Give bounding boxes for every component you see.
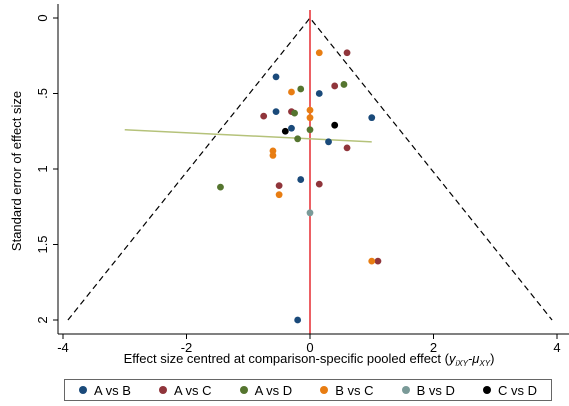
point-b-vs-c: [306, 106, 314, 114]
point-a-vs-d: [291, 109, 298, 117]
point-a-vs-d: [340, 81, 348, 88]
y-tick-label: .5: [35, 88, 50, 99]
point-c-vs-d: [281, 127, 289, 135]
legend-label-c-vs-d: C vs D: [497, 382, 537, 398]
x-tick-label: 0: [306, 340, 313, 355]
y-tick-label: 0: [35, 14, 50, 21]
point-a-vs-c: [343, 49, 351, 57]
point-a-vs-b: [315, 90, 323, 97]
x-tick-label: 2: [430, 340, 437, 355]
legend-item-a-vs-b: A vs B: [79, 383, 131, 398]
funnel-boundary: [67, 17, 553, 321]
point-a-vs-c: [343, 144, 351, 152]
point-a-vs-d: [217, 183, 224, 191]
y-tick-label: 2: [35, 316, 50, 323]
legend-marker-c-vs-d: [482, 386, 491, 394]
legend-label-a-vs-c: A vs C: [173, 382, 212, 398]
point-a-vs-b: [272, 108, 280, 116]
point-b-vs-c: [288, 88, 295, 96]
point-b-vs-c: [315, 49, 323, 57]
point-a-vs-b: [272, 73, 280, 81]
point-a-vs-d: [306, 126, 314, 134]
x-axis-label-mid: -μ: [468, 351, 479, 366]
axes-layer: -4 -2 0 2 4 0 .5 1 1.5 2: [35, 4, 569, 355]
point-a-vs-b: [368, 114, 376, 122]
point-b-vs-c: [275, 191, 283, 199]
x-tick-label: -4: [57, 340, 69, 355]
legend-marker-b-vs-d: [401, 386, 410, 394]
x-axis-label: Effect size centred at comparison-specif…: [124, 351, 495, 368]
x-axis-label-suffix: ): [490, 351, 494, 366]
point-a-vs-b: [325, 138, 332, 146]
point-a-vs-b: [288, 124, 295, 132]
legend-item-b-vs-d: B vs D: [401, 382, 455, 398]
point-a-vs-c: [315, 180, 323, 188]
legend-marker-a-vs-c: [158, 386, 167, 394]
point-a-vs-d: [294, 135, 302, 143]
point-a-vs-c: [260, 112, 268, 120]
plot-layer: [67, 10, 553, 334]
legend-label-b-vs-d: B vs D: [416, 382, 455, 398]
point-a-vs-c: [374, 257, 382, 265]
point-a-vs-b: [297, 176, 305, 183]
legend-item-a-vs-c: A vs C: [158, 382, 212, 398]
x-axis-label-subscript-2: XY: [478, 359, 490, 368]
legend-item-b-vs-c: B vs C: [320, 382, 374, 398]
x-tick-label: 4: [553, 340, 560, 355]
point-b-vs-c: [306, 114, 314, 122]
legend-item-a-vs-d: A vs D: [239, 382, 293, 398]
legend-label-a-vs-d: A vs D: [254, 382, 293, 398]
x-axis-label-formula: y: [448, 351, 457, 366]
legend-marker-b-vs-c: [320, 386, 329, 394]
point-b-vs-c: [269, 152, 277, 159]
point-a-vs-b: [294, 316, 302, 324]
y-tick-label: 1.5: [35, 235, 50, 253]
point-b-vs-c: [368, 257, 376, 265]
y-tick-label: 1: [35, 165, 50, 172]
legend-label-b-vs-c: B vs C: [335, 382, 374, 398]
x-tick-label: -2: [181, 340, 193, 355]
legend-label-a-vs-b: A vs B: [94, 382, 131, 398]
legend-marker-a-vs-d: [239, 386, 248, 394]
x-axis-label-prefix: Effect size centred at comparison-specif…: [124, 351, 450, 366]
point-b-vs-d: [306, 209, 314, 217]
point-c-vs-d: [331, 121, 339, 129]
legend-marker-a-vs-b: [79, 386, 88, 394]
y-axis-label: Standard error of effect size: [9, 91, 24, 251]
point-a-vs-c: [275, 182, 283, 190]
point-a-vs-c: [331, 82, 339, 90]
chart-legend: A vs B A vs C A vs D B vs C B vs D C vs …: [64, 379, 552, 401]
legend-item-c-vs-d: C vs D: [482, 382, 537, 398]
x-axis-label-subscript-1: iXY: [455, 359, 468, 368]
point-a-vs-d: [297, 85, 305, 93]
